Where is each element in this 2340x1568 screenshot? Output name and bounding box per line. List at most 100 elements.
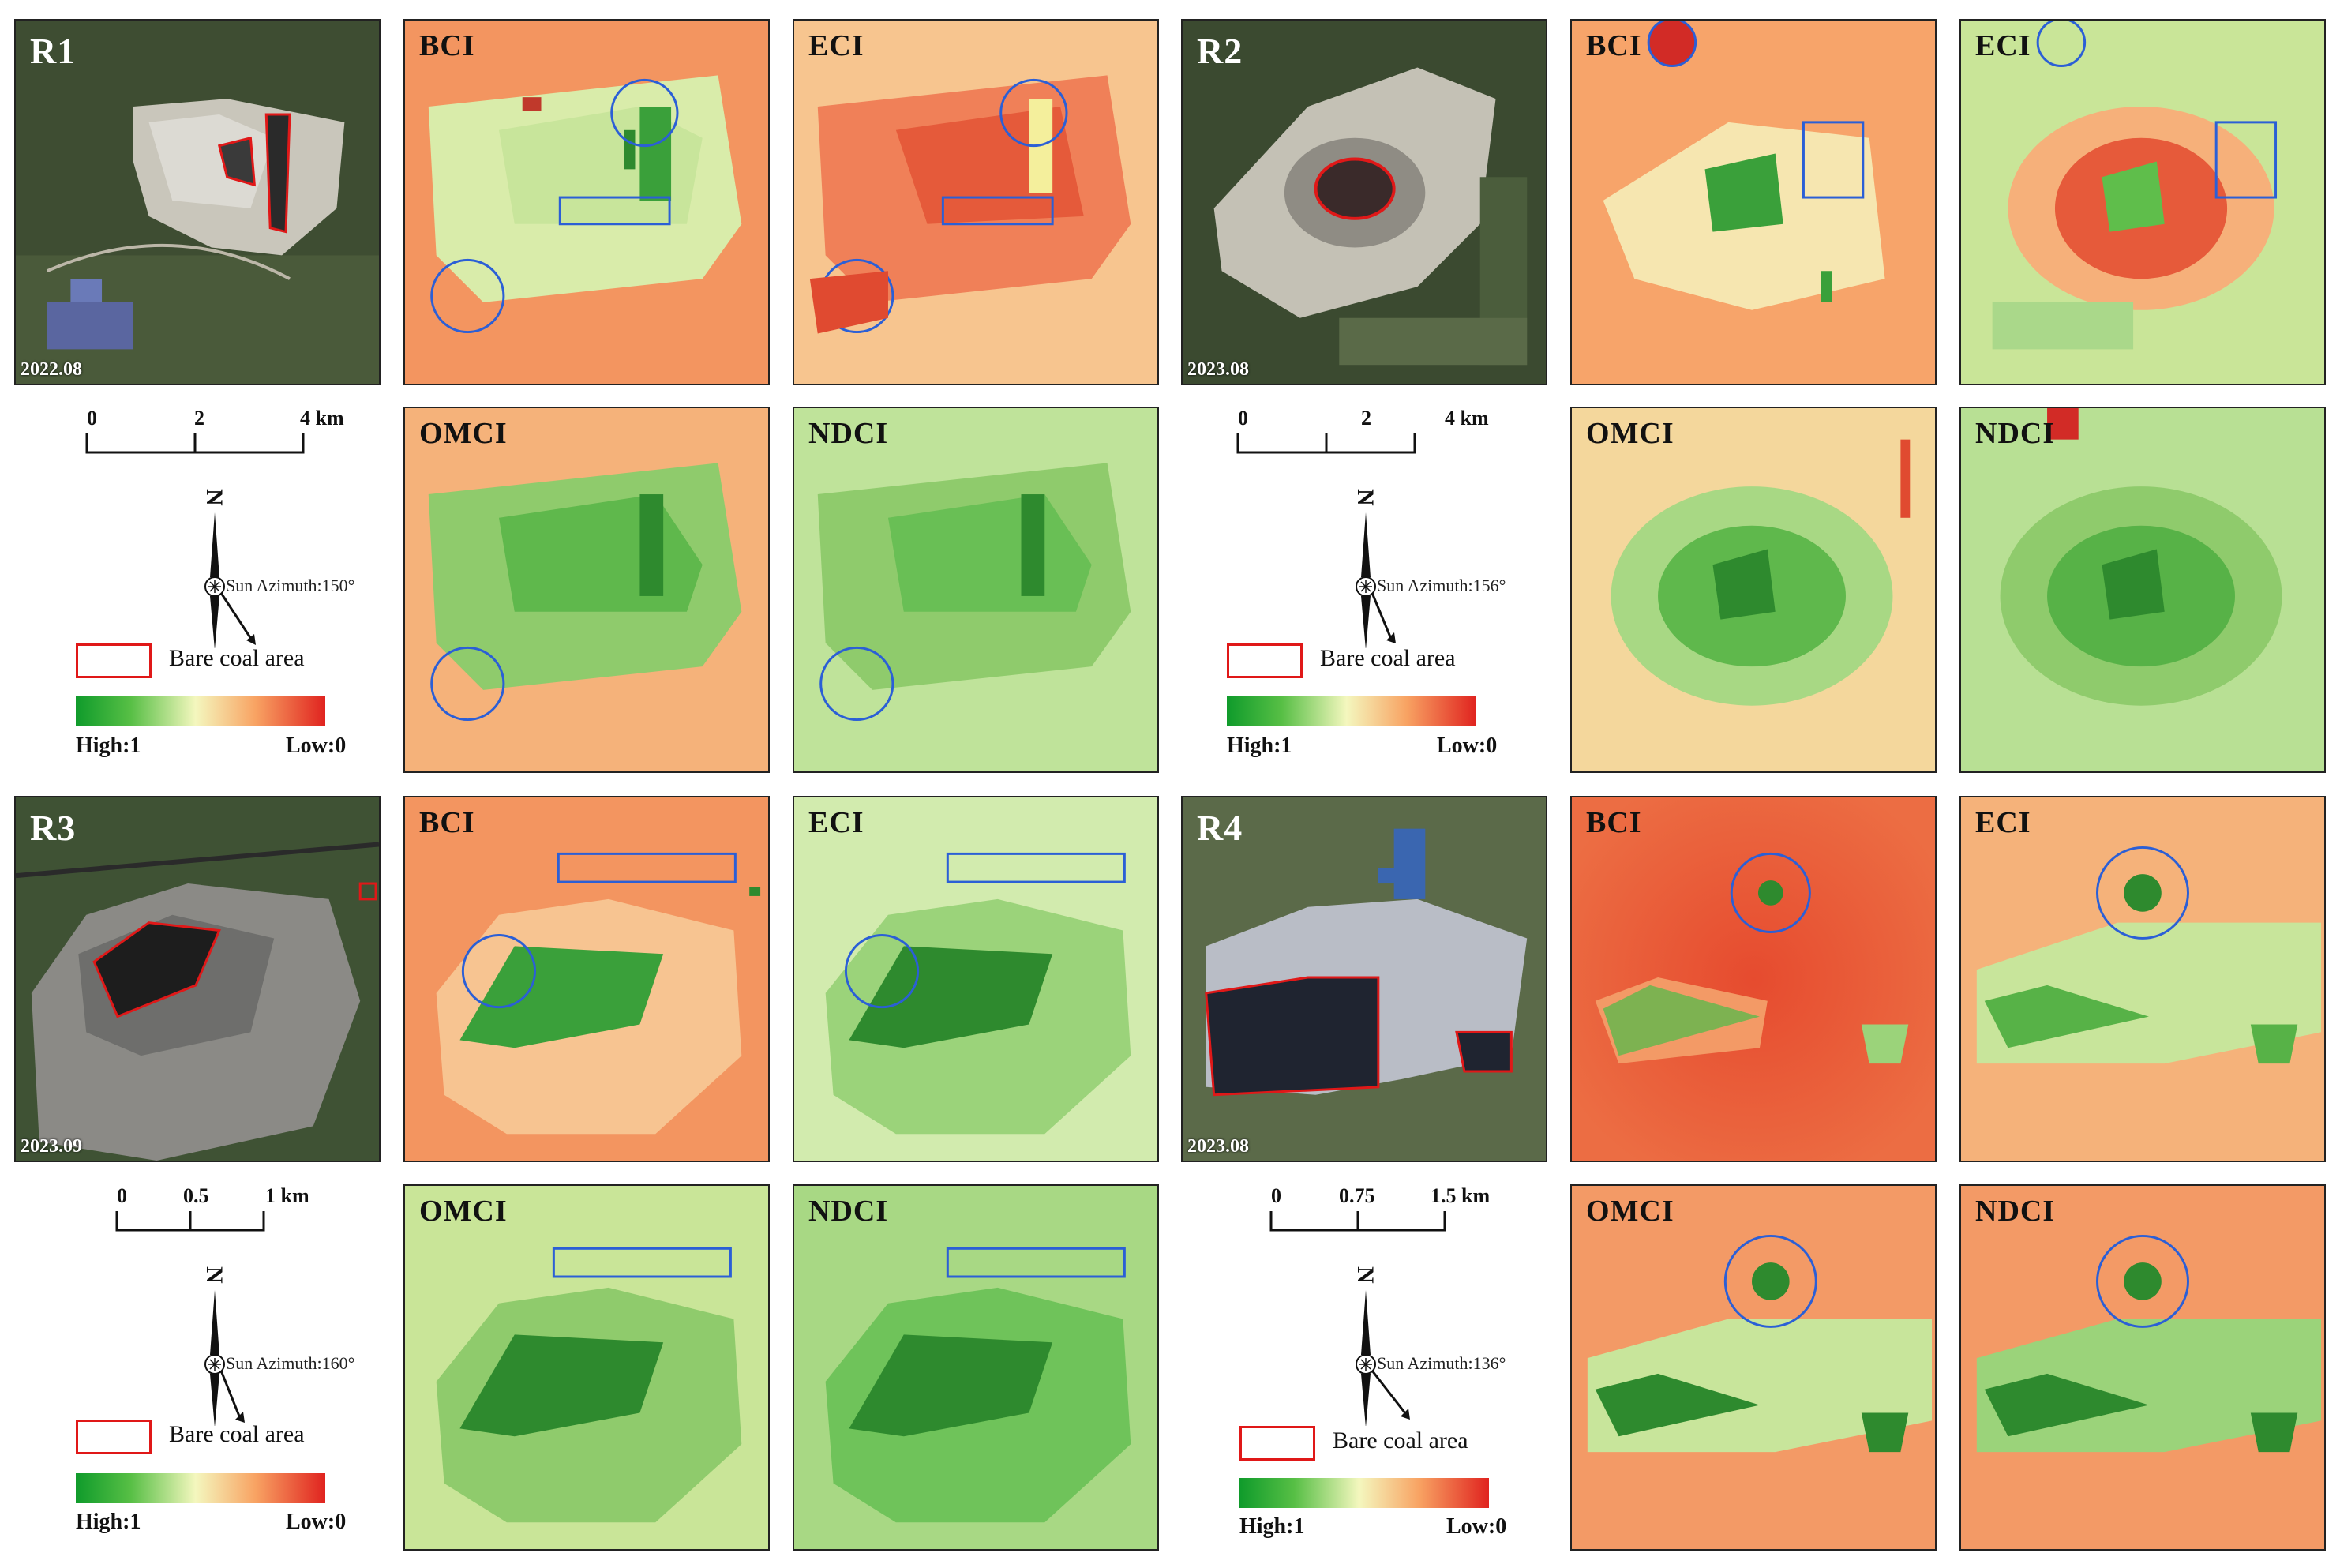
r4-eci-map (1961, 797, 2324, 1161)
r3-ndci-map (794, 1186, 1157, 1549)
r4-region-label: R4 (1197, 808, 1243, 848)
svg-text:N: N (1352, 1266, 1378, 1284)
r1-eci-title: ECI (808, 29, 864, 62)
r1-ndci-panel: NDCI (793, 407, 1159, 773)
r2-eci-title: ECI (1975, 29, 2031, 62)
r3-eci-panel: ECI (793, 796, 1159, 1162)
r1-omci-panel: OMCI (403, 407, 770, 773)
r4-satellite-image: R4 2023.08 (1181, 796, 1547, 1162)
r4-bare-coal-label: Bare coal area (1333, 1427, 1468, 1454)
r3-legend: 0 0.5 1 km N Sun Azimuth:160° Bare coal … (14, 1184, 381, 1551)
r1-high-label: High:1 (76, 733, 141, 758)
r1-ndci-title: NDCI (808, 417, 889, 450)
r4-bci-panel: BCI (1570, 796, 1937, 1162)
r4-colorbar (1239, 1478, 1489, 1508)
r1-region-label: R1 (30, 31, 77, 71)
r1-eci-panel: ECI (793, 19, 1159, 385)
r2-scale-end: 4 km (1445, 407, 1489, 430)
r2-high-label: High:1 (1227, 733, 1292, 758)
r2-satellite-art (1183, 21, 1546, 384)
r2-sun-azimuth: Sun Azimuth:156° (1377, 576, 1506, 595)
r4-scale-end: 1.5 km (1431, 1184, 1491, 1207)
r3-scale-end: 1 km (265, 1184, 309, 1207)
r2-north-arrow-icon: N (1352, 489, 1396, 648)
r1-bci-map (405, 21, 768, 384)
r2-low-label: Low:0 (1437, 733, 1498, 758)
r3-scale-mid: 0.5 (183, 1184, 209, 1207)
r1-bci-title: BCI (419, 29, 475, 62)
r2-scale-bar (1236, 433, 1416, 454)
r3-bci-panel: BCI (403, 796, 770, 1162)
r4-ndci-map (1961, 1186, 2324, 1549)
r3-sun-azimuth: Sun Azimuth:160° (226, 1353, 355, 1373)
r4-eci-title: ECI (1975, 806, 2031, 839)
r2-omci-panel: OMCI (1570, 407, 1937, 773)
r3-region-label: R3 (30, 808, 77, 848)
r3-ndci-title: NDCI (808, 1195, 889, 1228)
r4-legend: 0 0.75 1.5 km N Sun Azimuth:136° Bare co… (1181, 1184, 1547, 1551)
r3-north-arrow-icon: N (201, 1266, 245, 1426)
r4-omci-title: OMCI (1586, 1195, 1674, 1228)
r1-omci-map (405, 408, 768, 771)
svg-text:N: N (201, 1266, 227, 1284)
r2-omci-map (1572, 408, 1935, 771)
r3-satellite-image: R3 2023.09 (14, 796, 381, 1162)
r3-bci-map (405, 797, 768, 1161)
r4-scale-bar (1269, 1211, 1446, 1232)
r1-bare-coal-swatch (76, 643, 152, 678)
r4-ndci-panel: NDCI (1959, 1184, 2326, 1551)
r2-date-label: 2023.08 (1187, 359, 1249, 380)
r4-north-arrow-icon: N (1352, 1266, 1410, 1426)
r1-satellite-art (16, 21, 379, 384)
r3-scale-0: 0 (117, 1184, 127, 1207)
r3-eci-title: ECI (808, 806, 864, 839)
r4-eci-panel: ECI (1959, 796, 2326, 1162)
r1-omci-title: OMCI (419, 417, 508, 450)
r3-low-label: Low:0 (286, 1510, 347, 1534)
r4-high-label: High:1 (1239, 1514, 1305, 1539)
r1-date-label: 2022.08 (21, 359, 82, 380)
r4-scale-0: 0 (1271, 1184, 1281, 1207)
r3-bare-coal-label: Bare coal area (169, 1421, 305, 1447)
r2-bci-title: BCI (1586, 29, 1642, 62)
r2-bci-map (1572, 21, 1935, 384)
r2-satellite-image: R2 2023.08 (1181, 19, 1547, 385)
svg-text:N: N (1352, 489, 1378, 506)
r1-eci-map (794, 21, 1157, 384)
r1-scale-end: 4 km (300, 407, 344, 430)
r3-bci-title: BCI (419, 806, 475, 839)
svg-text:N: N (201, 489, 227, 506)
r1-bare-coal-label: Bare coal area (169, 645, 305, 671)
r1-north-arrow-icon: N (201, 489, 256, 648)
r4-omci-map (1572, 1186, 1935, 1549)
r1-satellite-image: R1 2022.08 (14, 19, 381, 385)
r2-ndci-panel: NDCI (1959, 407, 2326, 773)
r3-satellite-art (16, 797, 379, 1161)
r1-scale-0: 0 (87, 407, 97, 430)
r2-colorbar (1227, 696, 1476, 726)
r3-eci-map (794, 797, 1157, 1161)
r4-omci-panel: OMCI (1570, 1184, 1937, 1551)
r1-low-label: Low:0 (286, 733, 347, 758)
r2-eci-panel: ECI (1959, 19, 2326, 385)
r2-bci-panel: BCI (1570, 19, 1937, 385)
r4-date-label: 2023.08 (1187, 1136, 1249, 1157)
r2-legend: 0 2 4 km N Sun Azimuth:156° Bare coal ar… (1181, 407, 1547, 773)
r2-eci-map (1961, 21, 2324, 384)
r1-legend: 0 2 4 km N Sun Azimuth:150° Bare coal ar… (14, 407, 381, 773)
r4-bci-title: BCI (1586, 806, 1642, 839)
r3-ndci-panel: NDCI (793, 1184, 1159, 1551)
r2-scale-mid: 2 (1361, 407, 1371, 430)
r3-high-label: High:1 (76, 1510, 141, 1534)
r1-scale-bar (85, 433, 305, 454)
r2-omci-title: OMCI (1586, 417, 1674, 450)
r2-ndci-map (1961, 408, 2324, 771)
r1-colorbar (76, 696, 325, 726)
r1-ndci-map (794, 408, 1157, 771)
r4-satellite-art (1183, 797, 1546, 1161)
r3-colorbar (76, 1473, 325, 1503)
r3-scale-bar (115, 1211, 265, 1232)
r2-bare-coal-label: Bare coal area (1320, 645, 1456, 671)
r3-omci-title: OMCI (419, 1195, 508, 1228)
r2-ndci-title: NDCI (1975, 417, 2056, 450)
